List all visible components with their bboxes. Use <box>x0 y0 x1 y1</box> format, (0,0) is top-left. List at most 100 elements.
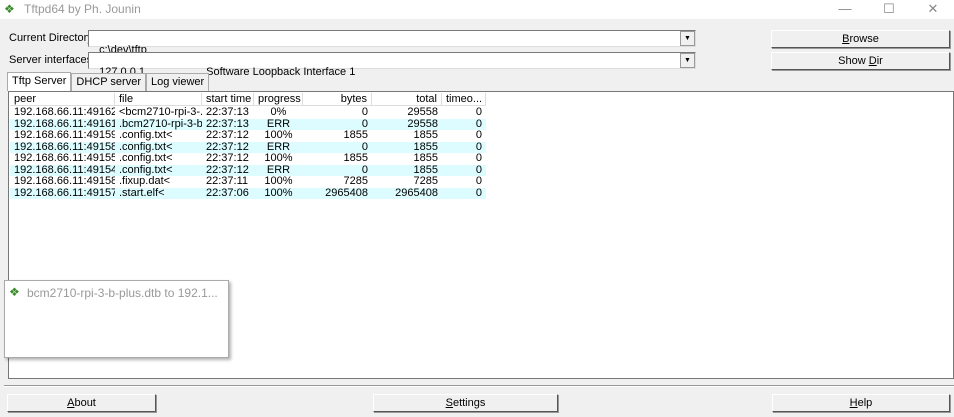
popup-text: bcm2710-rpi-3-b-plus.dtb to 192.1... <box>27 286 218 300</box>
cell-start-time: 22:37:12 <box>206 164 249 176</box>
show-dir-button[interactable]: Show Dir <box>771 52 950 70</box>
tab-log-viewer[interactable]: Log viewer <box>146 73 210 91</box>
label: ir <box>876 55 883 67</box>
cell-total: 29558 <box>407 107 438 118</box>
mnemonic: A <box>67 397 75 409</box>
transfers-list[interactable]: peer file start time progress bytes tota… <box>8 91 954 379</box>
cell-file: .fixup.dat< <box>119 176 171 187</box>
cell-total: 1855 <box>413 153 438 164</box>
cell-timeout: 0 <box>475 141 482 153</box>
cell-bytes: 1855 <box>343 153 368 164</box>
table-row[interactable]: 192.168.66.11:49154 .config.txt< 22:37:12 E… <box>10 164 486 176</box>
cell-bytes: 1855 <box>343 130 368 141</box>
app-icon: ❖ <box>9 285 20 299</box>
cell-file: .config.txt< <box>119 130 173 141</box>
minimize-button[interactable]: — <box>838 1 852 16</box>
cell-timeout: 0 <box>475 176 482 187</box>
cell-start-time: 22:37:12 <box>206 130 249 141</box>
cell-total: 7285 <box>413 176 438 187</box>
tab-dhcp-server[interactable]: DHCP server <box>71 73 146 91</box>
mnemonic: H <box>849 397 858 409</box>
cell-start-time: 22:37:12 <box>206 153 249 164</box>
label: bout <box>74 397 96 409</box>
table-row[interactable]: 192.168.66.11:49155 .config.txt< 22:37:12 1… <box>10 153 486 165</box>
tab-tftp-server[interactable]: Tftp Server <box>7 72 72 91</box>
table-row[interactable]: 192.168.66.11:49159 .config.txt< 22:37:12 1… <box>10 130 486 142</box>
label: Show <box>838 55 869 67</box>
cell-start-time: 22:37:06 <box>206 187 249 199</box>
divider <box>4 385 954 387</box>
dropdown-arrow-icon[interactable]: ▼ <box>680 31 695 46</box>
mnemonic: D <box>868 55 877 67</box>
mnemonic: B <box>842 33 850 45</box>
cell-bytes: 0 <box>361 164 368 176</box>
cell-progress: ERR <box>266 164 291 176</box>
cell-total: 1855 <box>413 141 438 153</box>
column-start-time[interactable]: start time <box>202 93 254 105</box>
tab-strip: Tftp Server DHCP server Log viewer <box>7 72 210 91</box>
table-row[interactable]: 192.168.66.11:49162 <bcm2710-rpi-3-... 22:… <box>10 107 486 119</box>
table-row[interactable]: 192.168.66.11:49161 .bcm2710-rpi-3-b... 22… <box>10 118 486 130</box>
column-total[interactable]: total <box>372 93 442 105</box>
cell-progress: 100% <box>264 130 293 141</box>
cell-bytes: 7285 <box>343 176 368 187</box>
column-bytes[interactable]: bytes <box>303 93 372 105</box>
transfer-popup[interactable]: ❖ bcm2710-rpi-3-b-plus.dtb to 192.1... <box>4 280 229 358</box>
settings-button[interactable]: Settings <box>373 394 558 412</box>
close-button[interactable]: ✕ <box>927 1 939 16</box>
cell-progress: 100% <box>264 187 293 199</box>
cell-progress: 100% <box>264 176 293 187</box>
maximize-button[interactable]: ☐ <box>883 1 895 16</box>
window-title: Tftpd64 by Ph. Jounin <box>24 2 141 16</box>
cell-file: .config.txt< <box>119 164 173 176</box>
cell-total: 2965408 <box>395 187 438 199</box>
table-row[interactable]: 192.168.66.11:49158 .config.txt< 22:37:12 E… <box>10 141 486 153</box>
cell-peer: 192.168.66.11:49158 <box>14 141 115 153</box>
cell-bytes: 2965408 <box>325 187 368 199</box>
current-directory-label: Current Directory <box>9 32 93 44</box>
table-row[interactable]: 192.168.66.11:49157 .start.elf< 22:37:06 10… <box>10 187 486 199</box>
server-interfaces-combo[interactable]: 127.0.0.1 Software Loopback Interface 1 … <box>88 52 696 78</box>
help-button[interactable]: Help <box>772 394 950 412</box>
label: ettings <box>452 397 486 409</box>
cell-total: 1855 <box>413 130 438 141</box>
cell-peer: 192.168.66.11:49158 <box>14 176 115 187</box>
cell-file: .config.txt< <box>119 141 173 153</box>
current-directory-combo[interactable]: c:\dev\tftp ▼ <box>88 30 696 56</box>
cell-timeout: 0 <box>475 164 482 176</box>
cell-bytes: 0 <box>361 141 368 153</box>
cell-start-time: 22:37:12 <box>206 141 249 153</box>
cell-progress: 0% <box>270 107 287 118</box>
list-header: peer file start time progress bytes tota… <box>10 93 486 106</box>
cell-start-time: 22:37:13 <box>206 118 249 130</box>
column-file[interactable]: file <box>115 93 202 105</box>
column-peer[interactable]: peer <box>10 93 115 105</box>
cell-total: 1855 <box>413 164 438 176</box>
cell-peer: 192.168.66.11:49159 <box>14 130 115 141</box>
label: rowse <box>849 33 879 45</box>
title-bar: ❖ Tftpd64 by Ph. Jounin — ☐ ✕ <box>0 0 954 19</box>
cell-progress: 100% <box>264 153 293 164</box>
cell-peer: 192.168.66.11:49157 <box>14 187 115 199</box>
cell-peer: 192.168.66.11:49161 <box>14 118 115 130</box>
cell-bytes: 0 <box>361 118 368 130</box>
cell-timeout: 0 <box>475 130 482 141</box>
cell-peer: 192.168.66.11:49162 <box>14 107 115 118</box>
server-interfaces-label: Server interfaces <box>9 54 93 66</box>
cell-file: .config.txt< <box>119 153 173 164</box>
dropdown-arrow-icon[interactable]: ▼ <box>680 53 695 68</box>
cell-progress: ERR <box>266 118 291 130</box>
about-button[interactable]: About <box>7 394 156 412</box>
cell-peer: 192.168.66.11:49154 <box>14 164 115 176</box>
column-progress[interactable]: progress <box>254 93 303 105</box>
mnemonic: S <box>445 397 453 409</box>
cell-start-time: 22:37:13 <box>206 107 249 118</box>
cell-timeout: 0 <box>475 153 482 164</box>
cell-start-time: 22:37:11 <box>206 176 249 187</box>
table-row[interactable]: 192.168.66.11:49158 .fixup.dat< 22:37:11 10… <box>10 176 486 188</box>
column-timeout[interactable]: timeo... <box>442 93 486 105</box>
browse-button[interactable]: Browse <box>771 30 950 48</box>
label: elp <box>857 397 873 409</box>
cell-timeout: 0 <box>475 187 482 199</box>
cell-timeout: 0 <box>475 107 482 118</box>
